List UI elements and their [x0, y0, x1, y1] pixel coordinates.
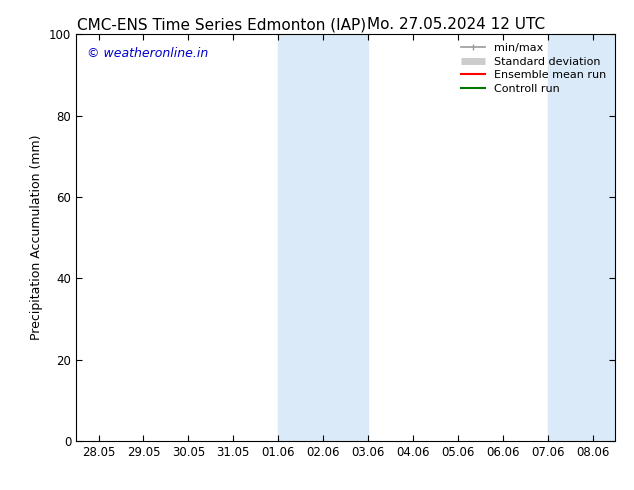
Text: CMC-ENS Time Series Edmonton (IAP): CMC-ENS Time Series Edmonton (IAP)	[77, 17, 366, 32]
Text: Mo. 27.05.2024 12 UTC: Mo. 27.05.2024 12 UTC	[368, 17, 545, 32]
Y-axis label: Precipitation Accumulation (mm): Precipitation Accumulation (mm)	[30, 135, 43, 341]
Text: © weatheronline.in: © weatheronline.in	[87, 47, 208, 59]
Bar	[278, 34, 368, 441]
Legend: min/max, Standard deviation, Ensemble mean run, Controll run: min/max, Standard deviation, Ensemble me…	[456, 39, 611, 98]
Bar	[548, 34, 634, 441]
